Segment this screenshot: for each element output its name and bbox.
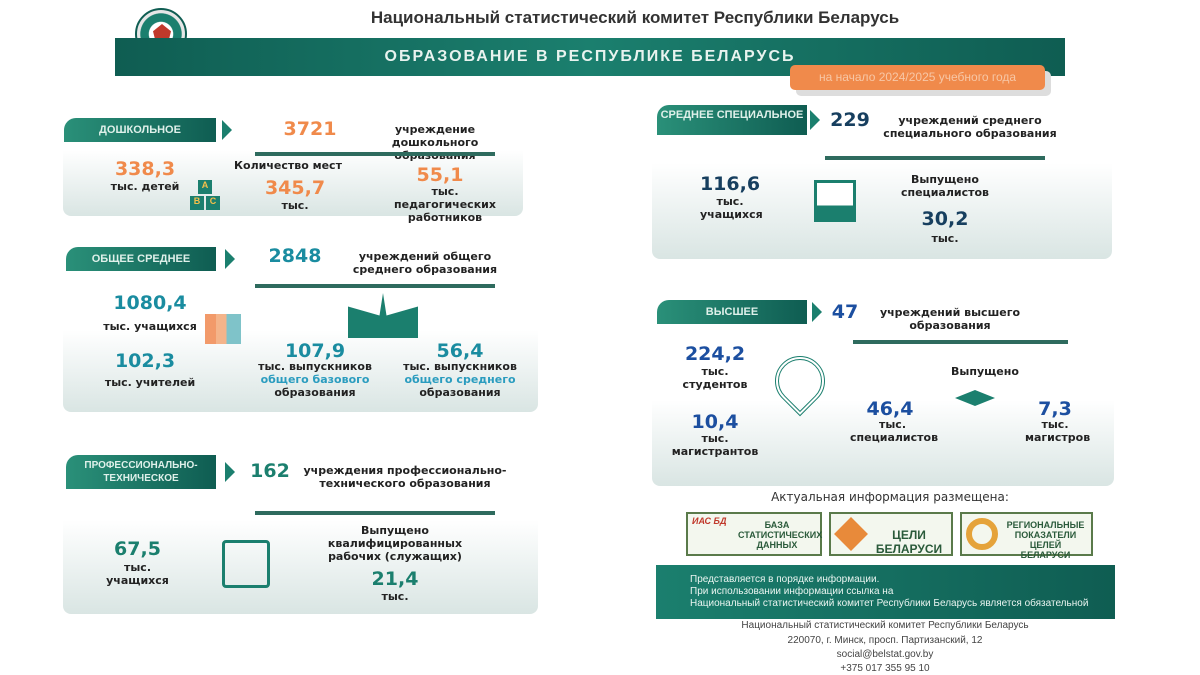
arrow-icon [810, 110, 820, 130]
divider [825, 156, 1045, 160]
grad-basic-line1: тыс. выпускников [258, 360, 372, 373]
footer-address: 220070, г. Минск, просп. Партизанский, 1… [787, 635, 983, 646]
grad-basic-line3: образования [274, 386, 356, 399]
higher-institutions: 47 [831, 301, 859, 323]
date-badge: на начало 2024/2025 учебного года [790, 65, 1045, 90]
graduation-cap-icon [955, 390, 995, 406]
vocational-institutions: 162 [250, 460, 290, 482]
general-pupils: 1080,4 [113, 292, 187, 314]
preschool-children: 338,3 [114, 158, 176, 180]
places-title: Количество мест [234, 159, 342, 172]
preschool-label: ДОШКОЛЬНОЕ [64, 118, 216, 142]
general-institutions: 2848 [268, 245, 322, 267]
specialized-panel [652, 163, 1112, 259]
specialized-students: 116,6 [699, 173, 761, 195]
open-book-icon [348, 293, 418, 338]
higher-institutions-text: учреждений высшего образования [879, 306, 1021, 332]
calculator-icon [222, 540, 270, 588]
vocational-students: 67,5 [114, 538, 161, 560]
vocational-students-unit: тыс. учащихся [106, 561, 169, 587]
arrow-icon [222, 120, 232, 140]
higher-released-title: Выпущено [951, 365, 1019, 378]
vocational-panel [63, 520, 538, 614]
specialized-released-title: Выпущено специалистов [900, 173, 990, 199]
specialized-institutions: 229 [830, 109, 870, 131]
grad-sec-line2: общего среднего [404, 373, 516, 386]
link-goals-belarus[interactable]: ЦЕЛИ БЕЛАРУСИ [829, 512, 953, 556]
preschool-panel [63, 150, 523, 216]
footer-org: Национальный статистический комитет Респ… [741, 620, 1029, 631]
preschool-places: 345,7 [264, 177, 326, 199]
higher-masters-students-unit: тыс. магистрантов [671, 432, 759, 458]
higher-specialists: 46,4 [866, 398, 914, 420]
divider [255, 511, 495, 515]
footer-phone: +375 017 355 95 10 [840, 663, 930, 674]
divider [255, 152, 495, 156]
preschool-teachers: 55,1 [416, 164, 464, 186]
vocational-released-unit: тыс. [381, 590, 409, 603]
books-icon [205, 314, 241, 344]
goals-logo-icon [834, 517, 868, 551]
higher-students-unit: тыс. студентов [682, 365, 748, 391]
preschool-institutions-text: учреждение дошкольного образования [391, 123, 479, 162]
preschool-teachers-unit: тыс. педагогических работников [394, 185, 496, 224]
higher-students: 224,2 [684, 343, 746, 365]
sdg-wheel-icon [966, 518, 998, 550]
higher-masters-students: 10,4 [691, 411, 739, 433]
vocational-released: 21,4 [371, 568, 419, 590]
higher-specialists-unit: тыс. специалистов [850, 418, 939, 444]
link-stat-database[interactable]: ИАС БД БАЗА СТАТИСТИЧЕСКИХ ДАННЫХ [686, 512, 822, 556]
grad-basic-line2: общего базового [260, 373, 370, 386]
specialized-students-unit: тыс. учащихся [700, 195, 763, 221]
vocational-released-title: Выпущено квалифицированных рабочих (служ… [327, 524, 463, 563]
preschool-places-unit: тыс. [281, 199, 309, 212]
notice-line: Национальный статистический комитет Респ… [690, 598, 1089, 609]
grad-sec-line1: тыс. выпускников [403, 360, 517, 373]
vocational-institutions-text: учреждения профессионально-технического … [303, 464, 507, 490]
preschool-institutions: 3721 [283, 118, 337, 140]
general-label: ОБЩЕЕ СРЕДНЕЕ [66, 247, 216, 271]
arrow-icon [812, 302, 822, 322]
higher-label: ВЫСШЕЕ [657, 300, 807, 324]
notice-line: При использовании информации ссылка на [690, 586, 894, 597]
general-teachers: 102,3 [114, 350, 176, 372]
general-grad-basic: 107,9 [284, 340, 346, 362]
general-teachers-unit: тыс. учителей [104, 376, 196, 389]
preschool-children-unit: тыс. детей [110, 180, 180, 193]
link-regional-goals[interactable]: РЕГИОНАЛЬНЫЕ ПОКАЗАТЕЛИ ЦЕЛЕЙ БЕЛАРУСИ [960, 512, 1093, 560]
page-title: Национальный статистический комитет Респ… [370, 8, 900, 27]
specialized-released-unit: тыс. [931, 232, 959, 245]
general-pupils-unit: тыс. учащихся [103, 320, 197, 333]
divider [853, 340, 1068, 344]
general-grad-sec: 56,4 [436, 340, 484, 362]
higher-masters: 7,3 [1038, 398, 1072, 420]
higher-panel [652, 400, 1114, 486]
general-panel [63, 330, 538, 412]
grad-sec-line3: образования [419, 386, 501, 399]
divider [255, 284, 495, 288]
footer-email[interactable]: social@belstat.gov.by [836, 649, 934, 660]
specialized-label: СРЕДНЕЕ СПЕЦИАЛЬНОЕ [657, 105, 807, 135]
general-institutions-text: учреждений общего среднего образования [352, 250, 498, 276]
notice-line: Представляется в порядке информации. [690, 574, 880, 585]
laptop-video-icon [814, 180, 856, 222]
specialized-released: 30,2 [921, 208, 969, 230]
higher-masters-unit: тыс. магистров [1025, 418, 1091, 444]
footer-notice: Представляется в порядке информации. При… [656, 565, 1115, 619]
arrow-icon [225, 249, 235, 269]
vocational-label: ПРОФЕССИОНАЛЬНО-ТЕХНИЧЕСКОЕ [66, 455, 216, 489]
arrow-icon [225, 462, 235, 482]
specialized-institutions-text: учреждений среднего специального образов… [883, 114, 1057, 140]
links-title: Актуальная информация размещена: [771, 490, 1009, 504]
